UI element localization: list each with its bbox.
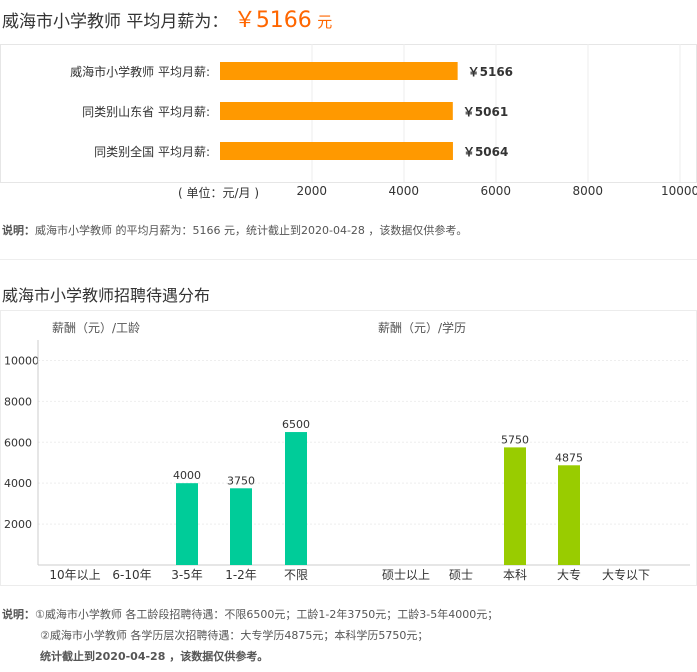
compare-x-tick: 10000 xyxy=(661,184,697,198)
distribution-bar xyxy=(558,465,580,565)
note-1: 说明：威海市小学教师 的平均月薪为：5166 元，统计截止到2020-04-28… xyxy=(2,222,467,238)
average-salary: ￥5166 xyxy=(233,8,312,33)
title-prefix: 威海市小学教师 平均月薪为： xyxy=(2,12,229,32)
y-tick-label: 10000 xyxy=(4,354,39,367)
compare-x-tick: 6000 xyxy=(480,184,512,198)
compare-x-tick: 2000 xyxy=(296,184,328,198)
distribution-frame xyxy=(0,310,697,586)
compare-x-tick: 4000 xyxy=(388,184,420,198)
compare-value-label: ￥5061 xyxy=(463,105,508,119)
compare-bar xyxy=(220,142,453,160)
chart-2-ylabel: 薪酬（元）/学历 xyxy=(378,320,466,335)
distribution-bar xyxy=(230,488,252,565)
chart-1-ylabel: 薪酬（元）/工龄 xyxy=(52,321,140,335)
x-tick-label: 不限 xyxy=(284,568,308,582)
distribution-bar xyxy=(176,483,198,565)
compare-bar xyxy=(220,62,458,80)
note-2-label: 说明： xyxy=(2,608,35,621)
compare-bar xyxy=(220,102,453,120)
bar-value-label: 4875 xyxy=(555,451,583,464)
compare-value-label: ￥5064 xyxy=(463,145,508,159)
page-title: 威海市小学教师 平均月薪为： ￥5166 元 xyxy=(2,2,332,34)
salary-compare-chart: 威海市小学教师 平均月薪: ￥5166 同类别山东省 平均月薪: ￥5061 同类别全国… xyxy=(0,44,697,183)
x-tick-label: 10年以上 xyxy=(49,568,100,582)
note-2: 说明：①威海市小学教师 各工龄段招聘待遇：不限6500元；工龄1-2年3750元… xyxy=(2,606,498,622)
x-tick-label: 1-2年 xyxy=(225,568,257,582)
x-tick-label: 本科 xyxy=(503,568,527,582)
divider xyxy=(0,259,697,260)
bar-value-label: 3750 xyxy=(227,474,255,487)
note-1-label: 说明： xyxy=(2,224,35,237)
average-salary-unit: 元 xyxy=(317,13,333,31)
x-tick-label: 大专 xyxy=(557,567,581,582)
distribution-bar xyxy=(504,447,526,565)
compare-x-tick: 8000 xyxy=(572,184,604,198)
note-1-text: 威海市小学教师 的平均月薪为：5166 元，统计截止到2020-04-28 ，该… xyxy=(35,224,468,237)
bar-value-label: 6500 xyxy=(282,418,310,431)
distribution-chart: 薪酬（元）/工龄 薪酬（元）/学历 200040006000800010000 … xyxy=(0,310,697,586)
unit-label: ( 单位：元/月 ) xyxy=(178,186,260,200)
y-tick-label: 2000 xyxy=(4,518,32,531)
section-title: 威海市小学教师招聘待遇分布 xyxy=(2,286,211,305)
y-tick-label: 4000 xyxy=(4,477,32,490)
x-tick-label: 硕士 xyxy=(449,568,473,582)
compare-row-label: 威海市小学教师 平均月薪: xyxy=(70,64,210,79)
compare-value-label: ￥5166 xyxy=(468,65,513,79)
y-tick-label: 8000 xyxy=(4,395,32,408)
bar-value-label: 5750 xyxy=(501,433,529,446)
x-tick-label: 6-10年 xyxy=(112,568,151,582)
note-2-line3: 统计截止到2020-04-28 ，该数据仅供参考。 xyxy=(40,650,269,663)
x-tick-label: 硕士以上 xyxy=(382,568,430,582)
x-tick-label: 大专以下 xyxy=(602,567,650,582)
distribution-bar xyxy=(285,432,307,565)
y-tick-label: 6000 xyxy=(4,436,32,449)
note-2-line1: ①威海市小学教师 各工龄段招聘待遇：不限6500元；工龄1-2年3750元；工龄… xyxy=(35,608,499,621)
bar-value-label: 4000 xyxy=(173,469,201,482)
compare-row-label: 同类别全国 平均月薪: xyxy=(94,144,210,159)
note-2-line2: ②威海市小学教师 各学历层次招聘待遇：大专学历4875元；本科学历5750元； xyxy=(40,629,429,642)
compare-row-label: 同类别山东省 平均月薪: xyxy=(82,105,210,119)
x-tick-label: 3-5年 xyxy=(171,568,203,582)
